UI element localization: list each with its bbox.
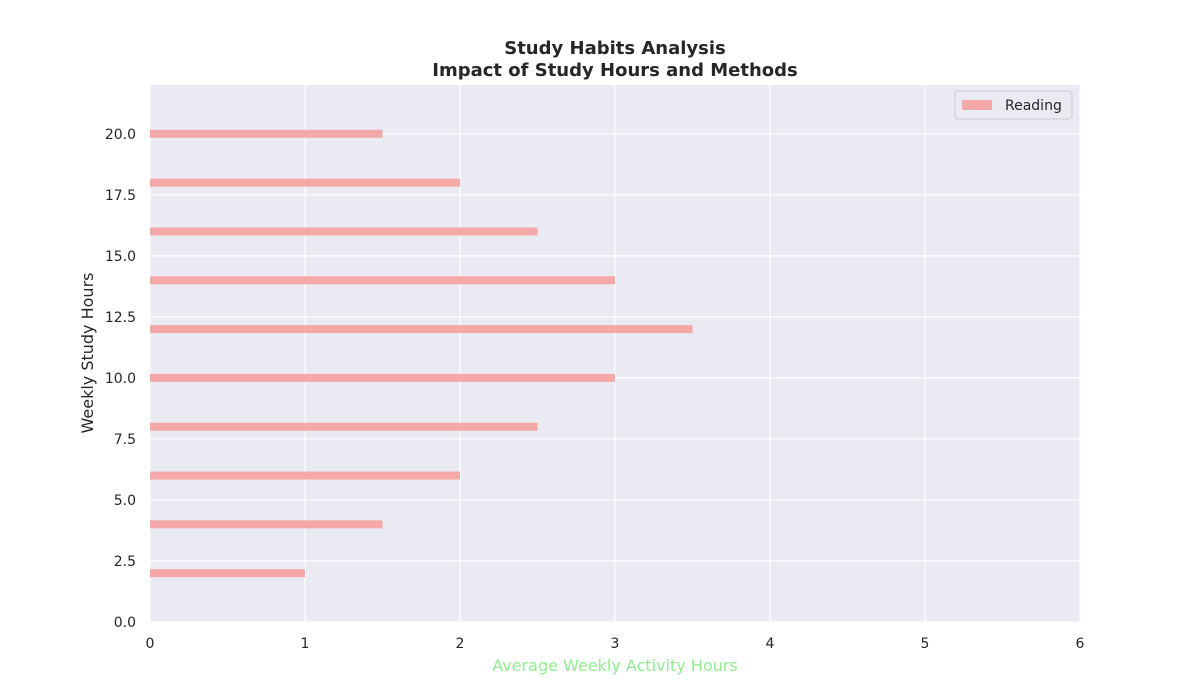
y-tick-label: 5.0	[114, 493, 136, 509]
y-axis-label: Weekly Study Hours	[78, 273, 97, 434]
x-axis-ticks: 0 1 2 3 4 5 6	[146, 636, 1085, 652]
chart-subtitle: Impact of Study Hours and Methods	[432, 60, 797, 81]
y-tick-label: 12.5	[105, 310, 136, 326]
x-axis-label: Average Weekly Activity Hours	[492, 656, 737, 675]
x-tick-label: 2	[456, 636, 465, 652]
legend: Reading	[954, 90, 1073, 120]
y-tick-label: 10.0	[105, 371, 136, 387]
bar-reading	[150, 178, 460, 187]
bar-reading	[150, 373, 615, 382]
y-tick-label: 0.0	[114, 615, 136, 631]
bar-reading	[150, 325, 693, 334]
legend-label-reading: Reading	[1005, 98, 1062, 114]
bar-reading	[150, 227, 538, 236]
x-tick-label: 6	[1076, 636, 1085, 652]
bar-reading	[150, 422, 538, 431]
x-tick-label: 3	[611, 636, 620, 652]
bar-reading	[150, 129, 383, 138]
x-tick-label: 1	[301, 636, 310, 652]
legend-frame	[954, 90, 1073, 120]
y-tick-label: 17.5	[105, 188, 136, 204]
x-tick-label: 5	[921, 636, 930, 652]
y-tick-label: 2.5	[114, 554, 136, 570]
x-tick-label: 4	[766, 636, 775, 652]
legend-swatch-reading	[962, 100, 992, 110]
y-axis-ticks: 0.0 2.5 5.0 7.5 10.0 12.5 15.0 17.5 20.0	[105, 127, 136, 631]
bar-reading	[150, 569, 305, 578]
y-tick-label: 7.5	[114, 432, 136, 448]
bar-reading	[150, 520, 383, 529]
bar-reading	[150, 276, 615, 285]
grid	[149, 85, 1081, 623]
bar-reading	[150, 471, 460, 480]
y-tick-label: 15.0	[105, 249, 136, 265]
chart-title: Study Habits Analysis	[504, 38, 726, 59]
y-tick-label: 20.0	[105, 127, 136, 143]
x-tick-label: 0	[146, 636, 155, 652]
bars	[150, 129, 693, 578]
